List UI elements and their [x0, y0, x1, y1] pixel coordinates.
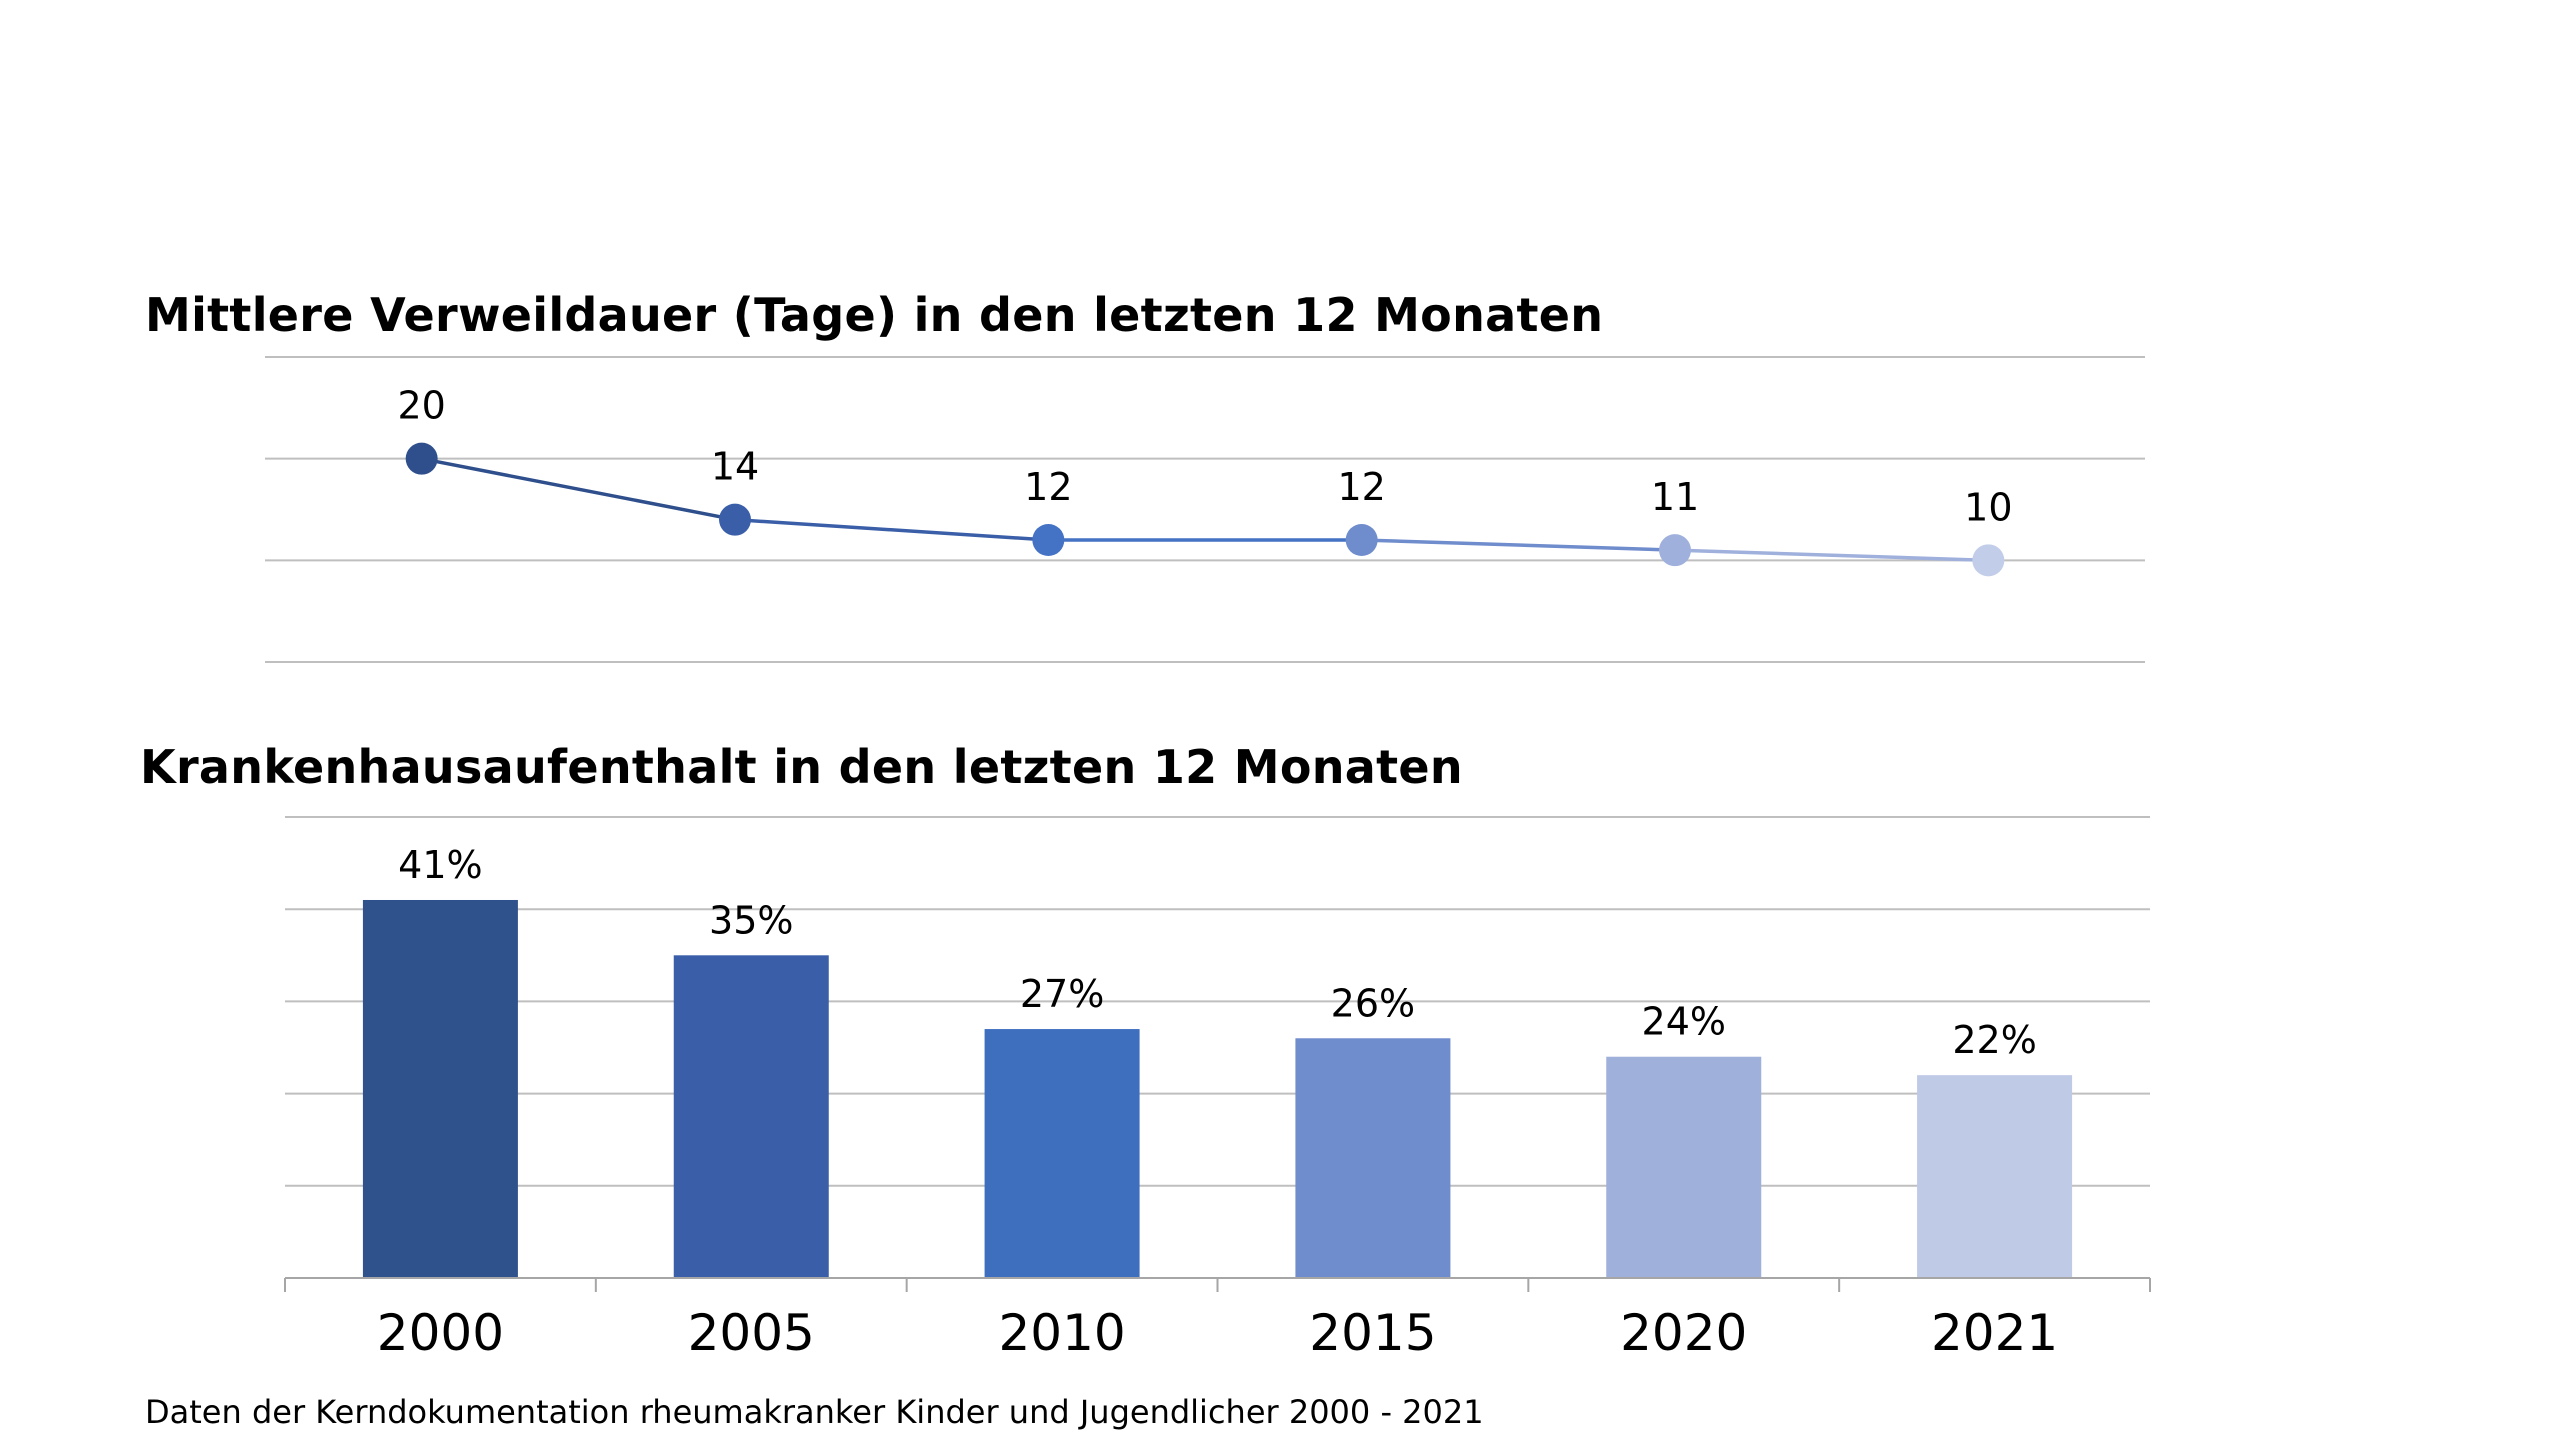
data-point [719, 503, 751, 536]
bar [984, 1029, 1140, 1278]
bar [1917, 1075, 2073, 1278]
bar-chart: 41% 2000 35% 2005 27% 2010 26% 2015 24% 2020 22% 20… [284, 816, 2151, 1362]
data-label: 20 [397, 384, 445, 428]
data-label: 11 [1651, 475, 1699, 519]
x-tick-label: 2005 [688, 1304, 815, 1362]
data-point [405, 442, 438, 475]
bar [1606, 1056, 1762, 1278]
x-tick-label: 2015 [1309, 1304, 1436, 1362]
data-label: 10 [1964, 485, 2012, 529]
data-label: 35% [709, 898, 793, 942]
line-segment [734, 517, 1049, 542]
data-label: 26% [1331, 981, 1415, 1025]
data-label: 27% [1020, 972, 1104, 1016]
x-tick-label: 2000 [377, 1304, 504, 1362]
bar [673, 955, 829, 1278]
line-chart-title: Mittlere Verweildauer (Tage) in den letz… [145, 288, 1604, 342]
bar [362, 899, 518, 1278]
line-segment [1361, 538, 1676, 552]
data-label: 24% [1642, 1000, 1726, 1044]
data-label: 22% [1952, 1018, 2036, 1062]
line-segment [1674, 548, 1989, 563]
x-tick-label: 2010 [998, 1304, 1125, 1362]
data-label: 12 [1024, 465, 1072, 509]
data-point [1032, 524, 1065, 556]
x-tick-label: 2020 [1620, 1304, 1747, 1362]
line-chart: 20 14 12 12 11 10 [265, 356, 2145, 663]
source-note: Daten der Kerndokumentation rheumakranke… [145, 1393, 1484, 1431]
data-point [1659, 534, 1691, 567]
bar-chart-title: Krankenhausaufenthalt in den letzten 12 … [140, 740, 1463, 794]
data-point [1345, 524, 1378, 556]
x-tick-label: 2021 [1931, 1304, 2058, 1362]
bar [1295, 1038, 1451, 1278]
data-point [1972, 544, 2005, 577]
data-label: 14 [711, 445, 759, 489]
data-label: 41% [398, 843, 482, 887]
data-label: 12 [1337, 465, 1385, 509]
line-segment [421, 456, 736, 522]
